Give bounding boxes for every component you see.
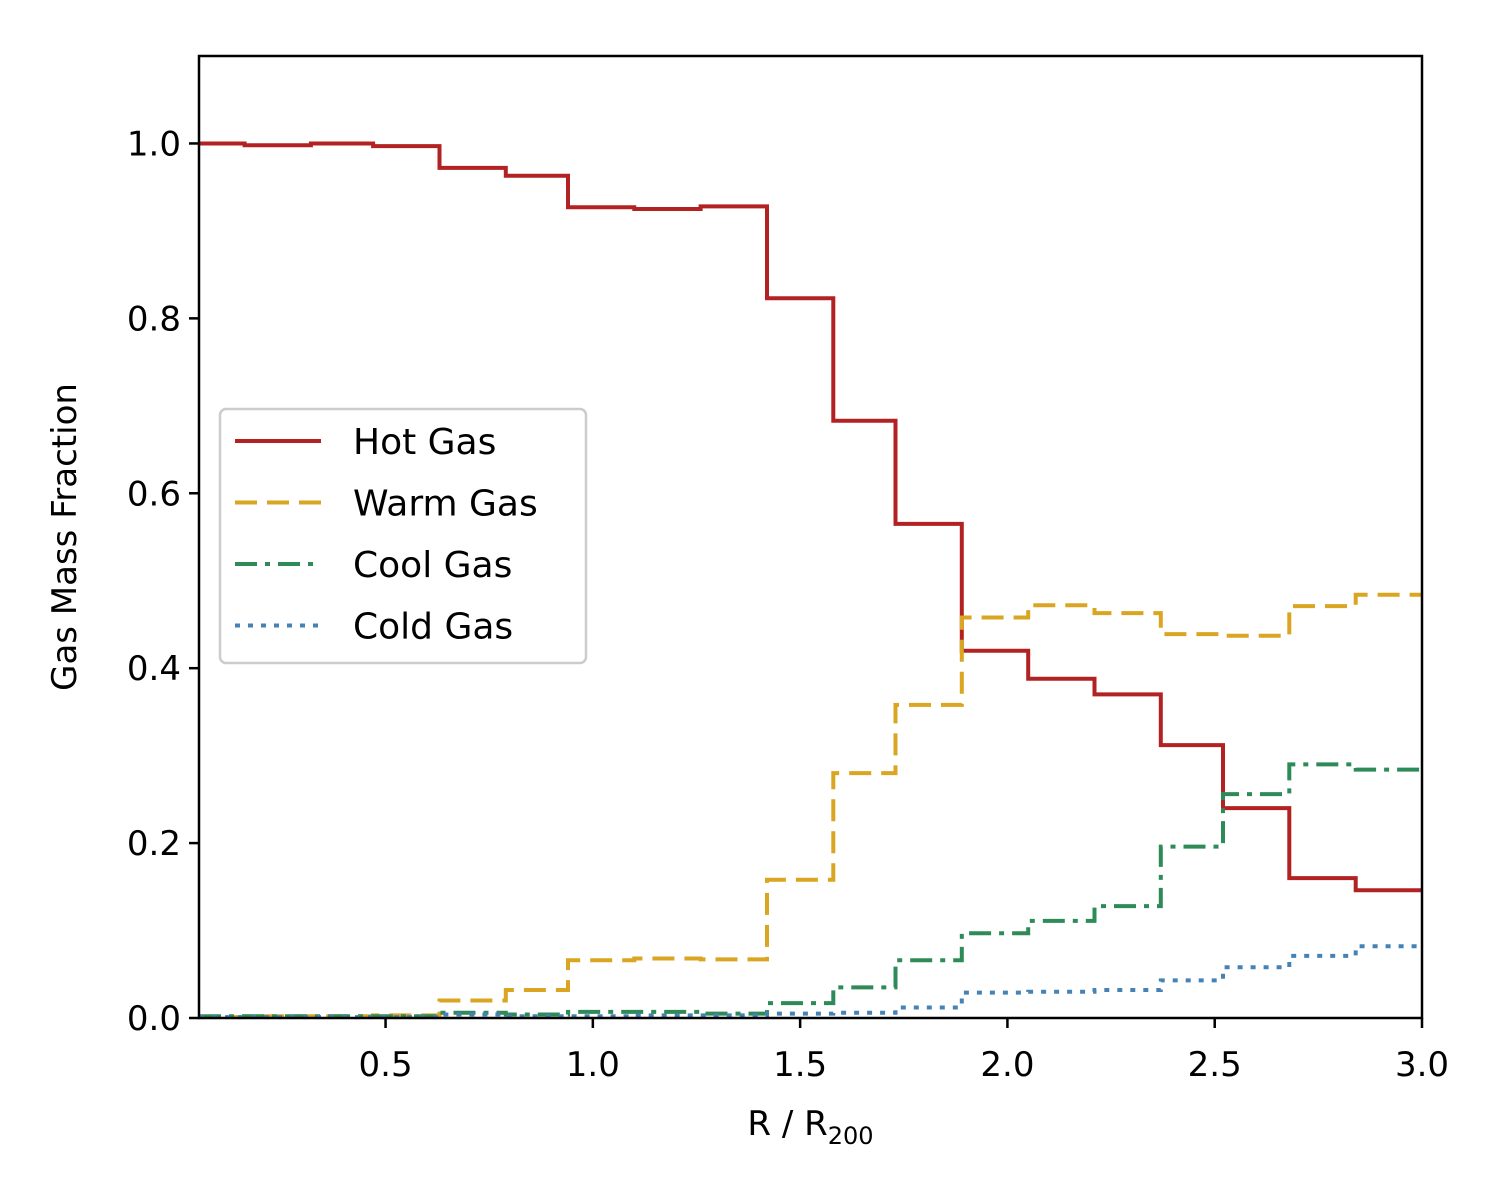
series-line-cold-gas	[199, 944, 1422, 1020]
y-tick-label: 0.8	[127, 299, 181, 339]
x-tick-label: 3.0	[1395, 1045, 1449, 1085]
legend-label: Hot Gas	[353, 422, 496, 463]
x-axis-ticks: 0.5 1.0 1.5 2.0 2.5 3.0	[359, 1018, 1449, 1085]
x-tick-label: 2.0	[980, 1045, 1034, 1085]
series-layer	[199, 141, 1422, 1020]
x-axis-label-subscript: 200	[828, 1122, 874, 1150]
y-tick-label: 0.4	[127, 649, 181, 689]
legend-label: Cold Gas	[353, 607, 513, 648]
series-line-hot-gas	[199, 141, 1422, 893]
y-tick-label: 0.6	[127, 474, 181, 514]
y-axis-label: Gas Mass Fraction	[45, 383, 85, 691]
legend-label: Cool Gas	[353, 545, 512, 586]
series-line-warm-gas	[199, 592, 1422, 1020]
legend-box	[218, 407, 588, 665]
legend: Hot Gas Warm Gas Cool Gas Cold Gas	[218, 407, 588, 665]
plot-frame	[197, 54, 1424, 1020]
y-tick-label: 0.0	[127, 999, 181, 1039]
y-tick-label: 0.2	[127, 824, 181, 864]
y-tick-label: 1.0	[127, 124, 181, 164]
x-axis-label: R / R200	[747, 1104, 873, 1150]
legend-label: Warm Gas	[353, 484, 538, 525]
x-tick-label: 1.5	[773, 1045, 827, 1085]
x-axis-label-main: R / R	[747, 1104, 827, 1144]
y-axis-ticks: 0.0 0.2 0.4 0.6 0.8 1.0	[127, 124, 199, 1039]
x-tick-label: 2.5	[1188, 1045, 1242, 1085]
series-line-cool-gas	[199, 762, 1422, 1019]
x-tick-label: 0.5	[359, 1045, 413, 1085]
x-tick-label: 1.0	[566, 1045, 620, 1085]
